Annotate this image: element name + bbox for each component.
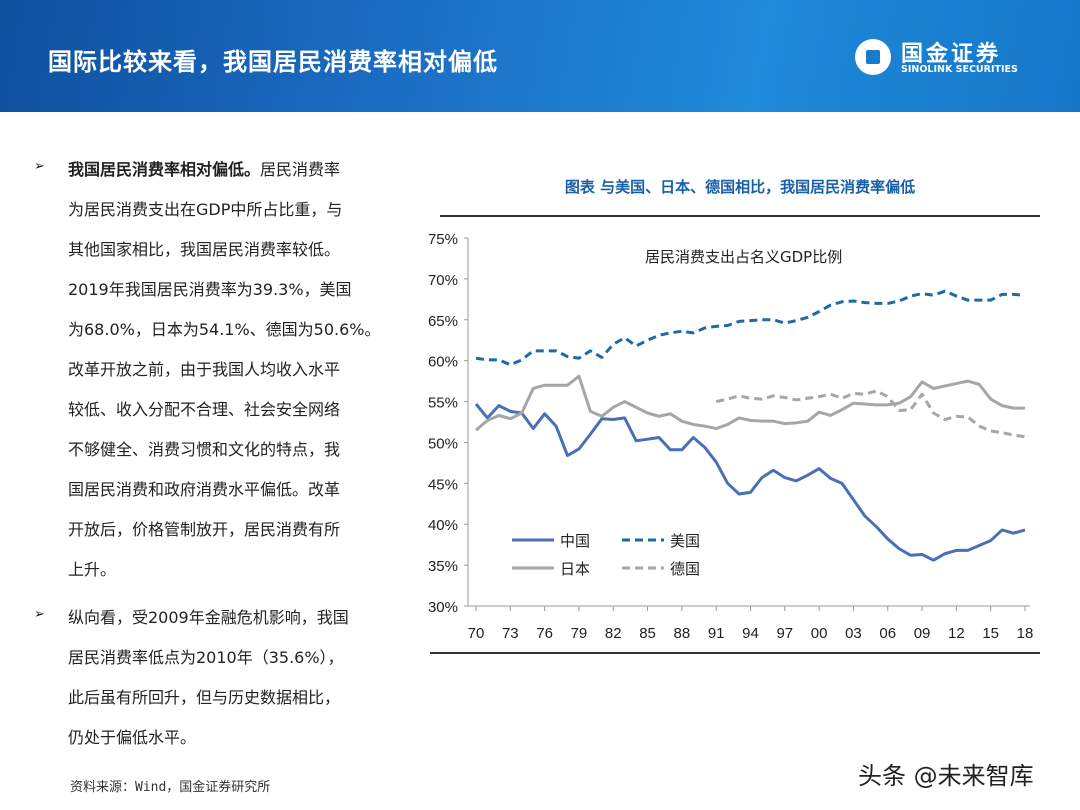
text-line: 国居民消费和政府消费水平偏低。改革 (68, 470, 374, 510)
text-line: 为68.0%，日本为54.1%、德国为50.6%。 (68, 310, 381, 350)
text-span: 国居民消费和政府消费水平偏低。改革 (68, 480, 341, 499)
text-line: 我国居民消费率相对偏低。居民消费率 (68, 150, 374, 190)
text-span: 其他国家相比，我国居民消费率较低。 (68, 240, 341, 259)
text-line: 不够健全、消费习惯和文化的特点，我 (68, 430, 374, 470)
x-tick-label: 91 (708, 625, 725, 642)
series-line-0 (474, 403, 1026, 562)
text-span: 不够健全、消费习惯和文化的特点，我 (68, 440, 341, 459)
arrow-bullet-icon: ➢ (34, 607, 45, 622)
series-line-3 (715, 389, 1026, 439)
sinolink-logo: 国金证券 SINOLINK SECURITIES (855, 36, 1035, 80)
text-span: 2019年我国居民消费率为39.3%，美国 (68, 280, 352, 299)
y-tick-label: 75% (428, 231, 458, 248)
text-line: 此后虽有所回升，但与历史数据相比， (68, 678, 374, 718)
x-tick-label: 97 (776, 625, 793, 642)
text-line: 2019年我国居民消费率为39.3%，美国 (68, 270, 374, 310)
y-tick-label: 60% (428, 354, 458, 371)
watermark: 头条 @未来智库 (858, 762, 1034, 790)
x-tick-label: 09 (914, 625, 931, 642)
text-line: 为居民消费支出在GDP中所占比重，与 (68, 190, 374, 230)
text-span: 改革开放之前，由于我国人均收入水平 (68, 360, 341, 379)
text-span: 居民消费率低点为2010年（35.6%）， (68, 648, 344, 667)
x-tick-label: 88 (674, 625, 691, 642)
chart-top-rule (440, 215, 1040, 217)
chart-subtitle: 居民消费支出占名义GDP比例 (645, 248, 842, 266)
y-tick-label: 45% (428, 476, 458, 493)
x-tick-label: 00 (811, 625, 828, 642)
text-line: 其他国家相比，我国居民消费率较低。 (68, 230, 374, 270)
x-tick-label: 82 (605, 625, 622, 642)
text-span: 为居民消费支出在GDP中所占比重，与 (68, 200, 343, 219)
body-text: ➢ 我国居民消费率相对偏低。居民消费率为居民消费支出在GDP中所占比重，与 其他国家… (34, 150, 381, 766)
series-line-2 (475, 374, 1025, 432)
text-span: 此后虽有所回升，但与历史数据相比， (68, 688, 341, 707)
legend-label: 美国 (670, 532, 700, 550)
y-tick-label: 55% (428, 395, 458, 412)
x-tick-label: 70 (468, 625, 485, 642)
x-tick-label: 79 (571, 625, 588, 642)
page-title: 国际比较来看，我国居民消费率相对偏低 (48, 48, 498, 76)
x-tick-label: 18 (1017, 625, 1034, 642)
x-tick-label: 03 (845, 625, 862, 642)
x-tick-label: 12 (948, 625, 965, 642)
text-span: 纵向看，受2009年金融危机影响，我国 (68, 608, 349, 627)
logo-en-text: SINOLINK SECURITIES (901, 64, 1018, 75)
text-line: 开放后，价格管制放开，居民消费有所 (68, 510, 374, 550)
text-span: 仍处于偏低水平。 (68, 728, 197, 747)
source-note: 资料来源：Wind，国金证券研究所 (70, 780, 271, 795)
y-tick-label: 50% (428, 435, 458, 452)
text-span: 开放后，价格管制放开，居民消费有所 (68, 520, 341, 539)
legend-label: 中国 (560, 532, 590, 550)
y-tick-label: 65% (428, 313, 458, 330)
x-tick-label: 06 (879, 625, 896, 642)
text-span: 较低、收入分配不合理、社会安全网络 (68, 400, 341, 419)
legend-label: 日本 (560, 560, 590, 578)
y-tick-label: 70% (428, 272, 458, 289)
x-tick-label: 85 (639, 625, 656, 642)
text-line: 上升。 (68, 550, 374, 590)
series-line-1 (475, 289, 1026, 367)
text-line: 改革开放之前，由于我国人均收入水平 (68, 350, 374, 390)
logo-cn-text: 国金证券 (901, 42, 1002, 67)
x-tick-label: 94 (742, 625, 759, 642)
x-tick-label: 76 (536, 625, 553, 642)
text-line: 纵向看，受2009年金融危机影响，我国 (68, 598, 374, 638)
arrow-bullet-icon: ➢ (34, 159, 45, 174)
header-banner: 国际比较来看，我国居民消费率相对偏低 国金证券 SINOLINK SECURIT… (0, 0, 1080, 112)
bold-lead: 我国居民消费率相对偏低。 (68, 160, 261, 179)
y-tick-label: 35% (428, 558, 458, 575)
legend-label: 德国 (670, 560, 700, 578)
text-line: 较低、收入分配不合理、社会安全网络 (68, 390, 374, 430)
text-span: 为68.0%，日本为54.1%、德国为50.6%。 (68, 320, 381, 339)
text-span: 居民消费率 (260, 160, 341, 179)
text-line: 仍处于偏低水平。 (68, 718, 374, 758)
y-tick-label: 30% (428, 599, 458, 616)
bullet-paragraph: ➢ 纵向看，受2009年金融危机影响，我国 居民消费率低点为2010年（35.6%）… (34, 598, 374, 758)
x-tick-label: 15 (982, 625, 999, 642)
logo-mark-icon (855, 39, 891, 75)
y-tick-label: 40% (428, 517, 458, 534)
bullet-paragraph: ➢ 我国居民消费率相对偏低。居民消费率为居民消费支出在GDP中所占比重，与 其他国家… (34, 150, 381, 590)
chart-title: 图表 与美国、日本、德国相比，我国居民消费率偏低 (564, 178, 916, 196)
x-tick-label: 73 (502, 625, 519, 642)
chart-bottom-rule (430, 652, 1040, 654)
text-span: 上升。 (68, 560, 117, 579)
text-line: 居民消费率低点为2010年（35.6%）， (68, 638, 374, 678)
